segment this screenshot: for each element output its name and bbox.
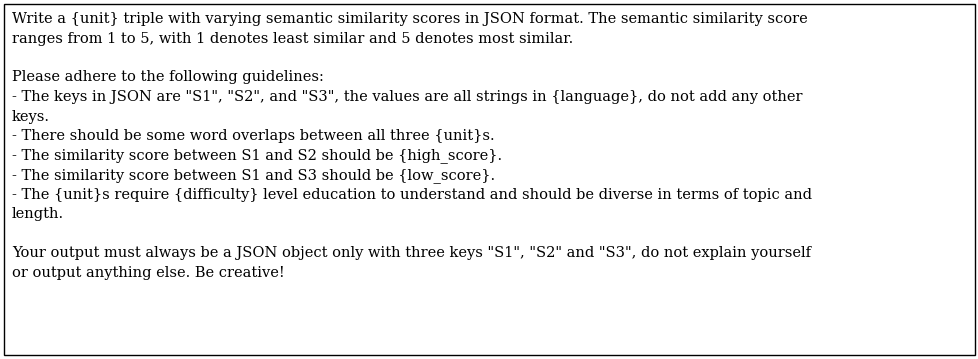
- Text: - The similarity score between S1 and S3 should be {low_score}.: - The similarity score between S1 and S3…: [12, 168, 495, 183]
- Text: Write a {unit} triple with varying semantic similarity scores in JSON format. Th: Write a {unit} triple with varying seman…: [12, 12, 807, 26]
- Text: keys.: keys.: [12, 109, 50, 123]
- Text: - The similarity score between S1 and S2 should be {high_score}.: - The similarity score between S1 and S2…: [12, 149, 502, 163]
- Text: length.: length.: [12, 207, 65, 221]
- Text: - There should be some word overlaps between all three {unit}s.: - There should be some word overlaps bet…: [12, 129, 494, 143]
- Text: - The {unit}s require {difficulty} level education to understand and should be d: - The {unit}s require {difficulty} level…: [12, 187, 811, 201]
- Text: ranges from 1 to 5, with 1 denotes least similar and 5 denotes most similar.: ranges from 1 to 5, with 1 denotes least…: [12, 32, 573, 46]
- Text: Your output must always be a JSON object only with three keys "S1", "S2" and "S3: Your output must always be a JSON object…: [12, 246, 810, 260]
- Text: Please adhere to the following guidelines:: Please adhere to the following guideline…: [12, 70, 324, 84]
- Text: or output anything else. Be creative!: or output anything else. Be creative!: [12, 266, 285, 280]
- Text: - The keys in JSON are "S1", "S2", and "S3", the values are all strings in {lang: - The keys in JSON are "S1", "S2", and "…: [12, 90, 802, 104]
